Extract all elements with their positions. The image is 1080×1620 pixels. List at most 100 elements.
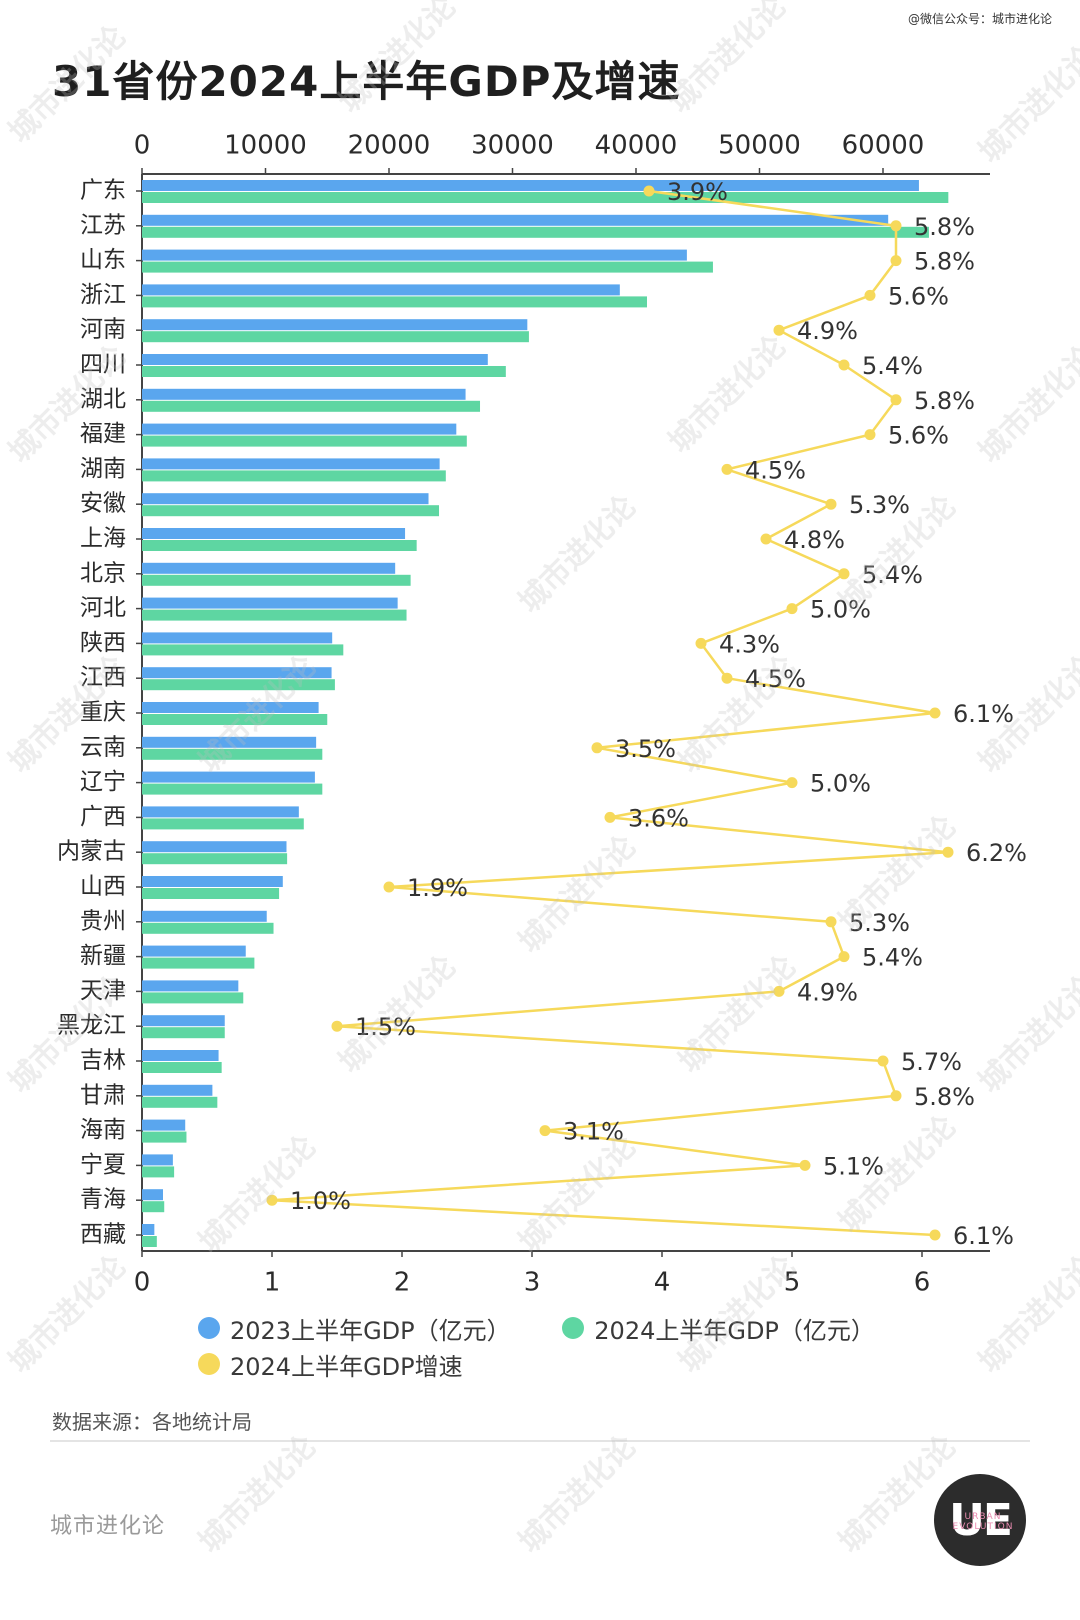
bar-gdp2023 [142, 702, 319, 713]
top-axis-tick-label: 50000 [718, 131, 801, 161]
bar-gdp2024 [142, 261, 713, 273]
province-label: 山东 [80, 247, 126, 273]
bar-gdp2024 [142, 714, 328, 725]
top-axis-tick-label: 40000 [595, 131, 678, 161]
growth-label: 5.8% [914, 248, 975, 276]
growth-label: 5.6% [888, 282, 949, 310]
growth-point [773, 985, 785, 997]
growth-point [838, 359, 850, 371]
legend-label-gdp2024: 2024上半年GDP（亿元） [594, 1316, 875, 1345]
province-label: 宁夏 [80, 1152, 126, 1178]
bar-gdp2023 [142, 1154, 173, 1166]
province-label: 安徽 [80, 491, 126, 517]
province-label: 江苏 [80, 212, 126, 238]
background-watermark: 城市进化论 [512, 1429, 643, 1560]
top-axis-tick-label: 30000 [471, 131, 554, 161]
growth-label: 1.9% [407, 874, 468, 902]
province-label: 湖北 [80, 386, 126, 412]
bar-gdp2023 [142, 180, 919, 191]
growth-label: 3.6% [628, 804, 689, 832]
bar-gdp2023 [142, 319, 528, 331]
province-label: 河南 [80, 317, 126, 343]
growth-point [695, 637, 707, 649]
top-axis-tick-label: 60000 [842, 131, 925, 161]
growth-point [760, 533, 772, 545]
bar-gdp2024 [142, 957, 255, 969]
bottom-axis-tick-label: 5 [784, 1268, 801, 1298]
growth-point [890, 220, 902, 232]
province-label: 湖南 [80, 456, 126, 482]
bottom-axis-tick-label: 2 [394, 1268, 411, 1298]
top-axis-tick-label: 20000 [348, 131, 431, 161]
chart-legend: 2023上半年GDP（亿元） 2024上半年GDP（亿元） 2024上半年GDP… [198, 1310, 958, 1382]
bar-gdp2024 [142, 922, 274, 934]
growth-point [890, 394, 902, 406]
bar-gdp2024 [142, 679, 335, 691]
data-source: 数据来源：各地统计局 [52, 1410, 252, 1434]
province-label: 新疆 [80, 943, 126, 969]
growth-point [825, 916, 837, 928]
footer-divider [50, 1440, 1030, 1442]
growth-label: 5.0% [810, 596, 871, 624]
province-label: 甘肃 [80, 1082, 126, 1108]
growth-label: 5.4% [862, 944, 923, 972]
bottom-axis-tick-label: 4 [654, 1268, 671, 1298]
bar-gdp2023 [142, 1084, 213, 1096]
bar-gdp2024 [142, 540, 417, 551]
bar-gdp2023 [142, 528, 406, 539]
province-label: 辽宁 [80, 769, 126, 795]
bar-gdp2023 [142, 493, 429, 505]
growth-label: 5.3% [849, 491, 910, 519]
growth-point [799, 1159, 811, 1171]
province-label: 浙江 [80, 282, 126, 308]
bar-gdp2024 [142, 1201, 165, 1213]
bar-gdp2024 [142, 644, 344, 656]
province-label: 山西 [80, 874, 126, 900]
province-label: 重庆 [80, 700, 126, 726]
province-label: 江西 [80, 665, 126, 691]
province-label: 黑龙江 [57, 1013, 126, 1039]
top-axis-tick-label: 0 [134, 131, 151, 161]
bar-gdp2023 [142, 1224, 155, 1235]
bottom-axis-tick-label: 6 [914, 1268, 931, 1298]
province-label: 福建 [80, 421, 126, 447]
growth-label: 5.4% [862, 561, 923, 589]
bar-gdp2023 [142, 1189, 163, 1201]
province-label: 西藏 [80, 1222, 126, 1248]
bar-gdp2024 [142, 888, 280, 899]
growth-point [591, 742, 603, 754]
growth-label: 5.8% [914, 1083, 975, 1111]
brand-name: 城市进化论 [50, 1514, 166, 1539]
growth-label: 6.1% [953, 700, 1014, 728]
legend-dot-gdp2024 [562, 1317, 585, 1339]
legend-item-growth: 2024上半年GDP增速 [198, 1346, 463, 1382]
legend-label-gdp2023: 2023上半年GDP（亿元） [230, 1316, 511, 1345]
growth-line [270, 189, 950, 1237]
growth-label: 5.6% [888, 422, 949, 450]
page-title: 31省份2024上半年GDP及增速 [52, 57, 681, 106]
province-label: 吉林 [80, 1048, 126, 1074]
growth-point [539, 1125, 551, 1137]
bar-gdp2024 [142, 818, 304, 830]
brand-logo-icon: UE [934, 1474, 1026, 1566]
growth-label: 1.0% [290, 1187, 351, 1215]
bar-gdp2023 [142, 806, 299, 818]
bar-gdp2023 [142, 284, 620, 296]
legend-label-growth: 2024上半年GDP增速 [230, 1352, 463, 1381]
bar-gdp2024 [142, 1062, 222, 1073]
background-watermark: 城市进化论 [192, 1429, 323, 1560]
growth-label: 6.1% [953, 1222, 1014, 1250]
bar-gdp2024 [142, 574, 411, 586]
bar-gdp2023 [142, 632, 333, 644]
growth-point [773, 324, 785, 336]
bar-gdp2024 [142, 992, 244, 1004]
growth-label: 5.3% [849, 909, 910, 937]
bar-gdp2024 [142, 783, 323, 795]
growth-label: 3.9% [667, 178, 728, 206]
bar-gdp2023 [142, 910, 267, 922]
province-label: 北京 [80, 560, 126, 586]
bar-gdp2023 [142, 249, 687, 261]
bar-gdp2024 [142, 226, 929, 238]
province-label: 海南 [80, 1117, 126, 1143]
bar-gdp2024 [142, 400, 481, 412]
